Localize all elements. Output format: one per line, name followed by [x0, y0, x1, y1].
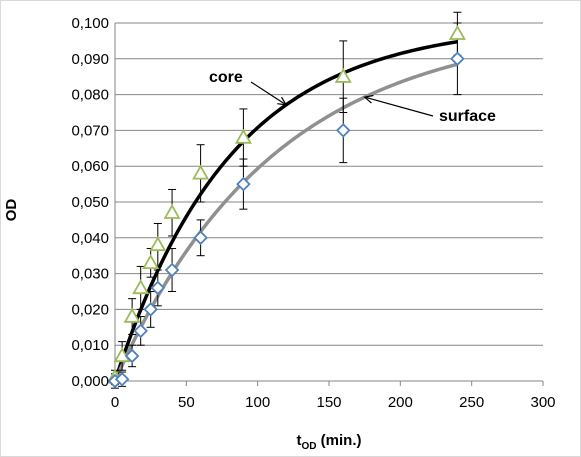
x-tick-label: 250	[459, 394, 484, 411]
fit-curve-surface	[113, 62, 458, 382]
y-tick-label: 0,080	[71, 87, 109, 104]
fit-curve-layer	[113, 39, 458, 382]
y-tick-label: 0,100	[71, 15, 109, 32]
data-point-core	[334, 67, 352, 83]
data-point-core	[163, 203, 181, 219]
data-point-core	[448, 24, 466, 40]
x-tick-label: 200	[388, 394, 413, 411]
fit-curve-core	[113, 39, 458, 382]
annotation-arrowhead-surface	[363, 94, 374, 104]
annotation-layer: core surface	[209, 69, 496, 125]
data-point-core	[142, 254, 160, 270]
data-point-surface	[124, 348, 140, 364]
x-tick-label: 100	[245, 394, 270, 411]
data-point-surface	[133, 323, 148, 339]
y-tick-label: 0,000	[71, 373, 109, 390]
x-tick-label: 150	[316, 394, 341, 411]
data-point-core	[192, 164, 210, 180]
annotation-arrow-surface	[364, 96, 434, 117]
x-axis-title-suffix: (min.)	[317, 432, 362, 449]
y-tick-label: 0,050	[71, 194, 109, 211]
x-tick-label: 0	[111, 394, 119, 411]
x-axis-title-subscript: OD	[302, 441, 317, 452]
y-tick-label: 0,070	[71, 122, 109, 139]
data-point-core	[113, 347, 131, 363]
data-point-surface	[164, 262, 180, 278]
x-tick-label: 50	[178, 394, 195, 411]
annotation-surface: surface	[439, 108, 496, 125]
data-point-core	[234, 128, 252, 144]
data-point-core	[149, 236, 167, 252]
y-tick-label: 0,020	[71, 301, 109, 318]
data-point-surface	[150, 280, 166, 296]
grid-layer	[114, 22, 544, 386]
error-bar-layer	[111, 11, 462, 389]
x-axis-title-main: t	[297, 432, 302, 449]
y-tick-label: 0,090	[71, 51, 109, 68]
y-tick-label: 0,040	[71, 230, 109, 247]
data-point-surface	[143, 302, 158, 317]
data-point-surface	[236, 176, 251, 192]
x-axis-title: tOD (min.)	[297, 432, 362, 452]
annotation-arrow-core	[250, 81, 287, 106]
y-axis-title: OD	[3, 199, 20, 222]
marker-layer	[106, 24, 466, 389]
data-point-surface	[193, 230, 208, 246]
tick-label-layer: 0,000 0,010 0,020 0,030 0,040 0,050 0,060 0,070…	[71, 15, 555, 411]
annotation-arrowhead-core	[277, 96, 288, 106]
y-tick-label: 0,010	[71, 337, 109, 354]
y-tick-label: 0,030	[71, 266, 109, 283]
data-point-core	[123, 307, 141, 323]
data-point-core	[132, 279, 150, 295]
y-tick-label: 0,060	[71, 158, 109, 175]
x-tick-label: 300	[530, 394, 555, 411]
data-point-surface	[335, 123, 351, 138]
data-point-surface	[450, 51, 465, 67]
data-point-surface	[114, 371, 130, 387]
annotation-core: core	[209, 69, 243, 86]
